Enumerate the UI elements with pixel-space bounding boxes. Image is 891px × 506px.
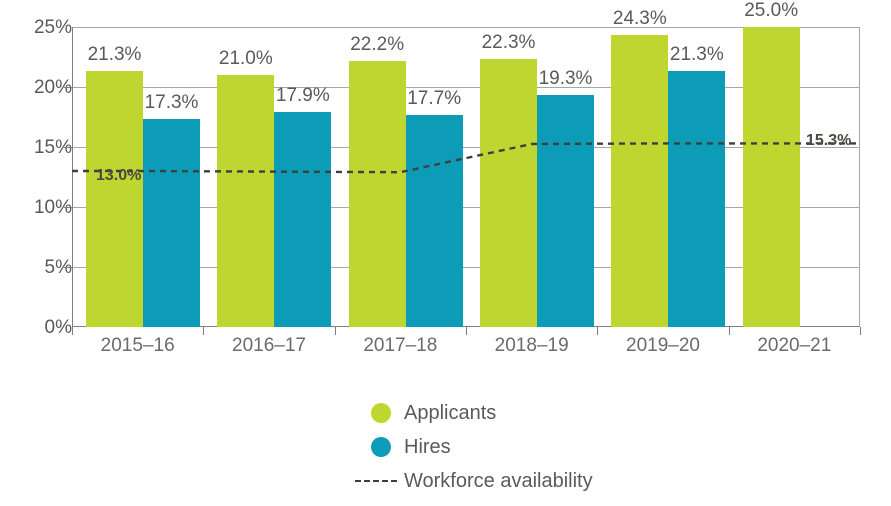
legend-label-applicants: Applicants	[404, 402, 497, 424]
bar-label-applicants-2016–17: 21.0%	[218, 48, 273, 69]
x-tick-label-2020–21: 2020–21	[757, 335, 832, 356]
workforce-start-label: 13.0%	[96, 167, 142, 184]
circle-marker-icon	[371, 437, 391, 457]
y-axis: 25% 20% 15% 10% 5% 0%	[0, 0, 73, 506]
bar-hires-2019–20[interactable]	[668, 71, 726, 327]
bar-label-hires-2018–19: 19.3%	[538, 68, 593, 90]
x-tick-mark-2016–17	[334, 327, 336, 335]
bar-label-applicants-2020–21: 25.0%	[744, 0, 799, 21]
y-tick-label-25: 25%	[33, 17, 72, 38]
legend-item-applicants[interactable]: Applicants	[358, 396, 698, 430]
y-tick-mark-20	[64, 87, 73, 88]
y-tick-label-5: 5%	[44, 257, 72, 278]
y-tick-mark-10	[64, 207, 73, 208]
bar-label-hires-2016–17: 17.9%	[275, 85, 330, 107]
x-tick-label-2016–17: 2016–17	[232, 335, 306, 356]
x-tick-mark-2017–18	[466, 327, 467, 335]
dashed-line-icon	[355, 480, 397, 482]
x-tick-label-2019–20: 2019–20	[626, 335, 700, 356]
legend-swatch-wrap	[358, 403, 404, 423]
gridline-5	[73, 267, 859, 268]
x-tick-mark-2020–21	[860, 327, 861, 335]
legend-swatch-wrap	[355, 480, 404, 482]
y-tick-label-0: 0%	[44, 317, 72, 338]
y-tick-label-10: 10%	[33, 197, 72, 218]
y-tick-label-20: 20%	[33, 77, 72, 98]
bar-applicants-2015–16[interactable]	[86, 71, 143, 327]
legend-item-hires[interactable]: Hires	[358, 430, 698, 464]
circle-marker-icon	[371, 403, 391, 423]
legend-label-hires: Hires	[404, 436, 451, 458]
bar-hires-2018–19[interactable]	[537, 95, 594, 327]
gridline-20	[73, 87, 859, 88]
bar-label-hires-2019–20: 21.3%	[669, 44, 724, 66]
y-tick-mark-5	[64, 267, 73, 268]
bar-label-applicants-2015–16: 21.3%	[87, 44, 142, 66]
workforce-end-label: 15.3%	[806, 132, 852, 149]
bar-applicants-2016–17[interactable]	[217, 75, 275, 327]
bar-applicants-2020–21[interactable]	[742, 27, 800, 327]
y-tick-label-15: 15%	[33, 137, 72, 158]
bar-hires-2016–17[interactable]	[274, 112, 332, 327]
bar-applicants-2019–20[interactable]	[611, 35, 669, 327]
x-tick-label-2015–16: 2015–16	[100, 335, 175, 356]
x-tick-mark-origin	[72, 327, 73, 335]
y-tick-mark-15	[64, 147, 73, 148]
bar-applicants-2018–19[interactable]	[480, 59, 537, 327]
legend-swatch-wrap	[358, 437, 404, 457]
bar-hires-2015–16[interactable]	[143, 119, 200, 327]
bar-label-applicants-2019–20: 24.3%	[612, 8, 667, 30]
x-tick-label-2018–19: 2018–19	[494, 335, 569, 356]
x-tick-mark-2015–16	[203, 327, 205, 335]
bar-label-applicants-2017–18: 22.2%	[350, 33, 405, 55]
chart-legend: Applicants Hires Workforce availability	[355, 396, 698, 498]
bar-label-hires-2017–18: 17.7%	[407, 87, 462, 109]
legend-label-workforce-availability: Workforce availability	[404, 470, 593, 492]
x-tick-mark-2018–19	[597, 327, 599, 335]
bar-hires-2017–18[interactable]	[405, 114, 463, 327]
gridline-10	[73, 207, 859, 208]
x-tick-mark-2019–20	[728, 327, 730, 335]
bar-label-hires-2015–16: 17.3%	[144, 92, 199, 114]
x-tick-label-2017–18: 2017–18	[363, 335, 438, 356]
bar-applicants-2017–18[interactable]	[348, 60, 406, 327]
legend-item-workforce-availability[interactable]: Workforce availability	[355, 464, 698, 498]
bar-label-applicants-2018–19: 22.3%	[481, 32, 536, 54]
